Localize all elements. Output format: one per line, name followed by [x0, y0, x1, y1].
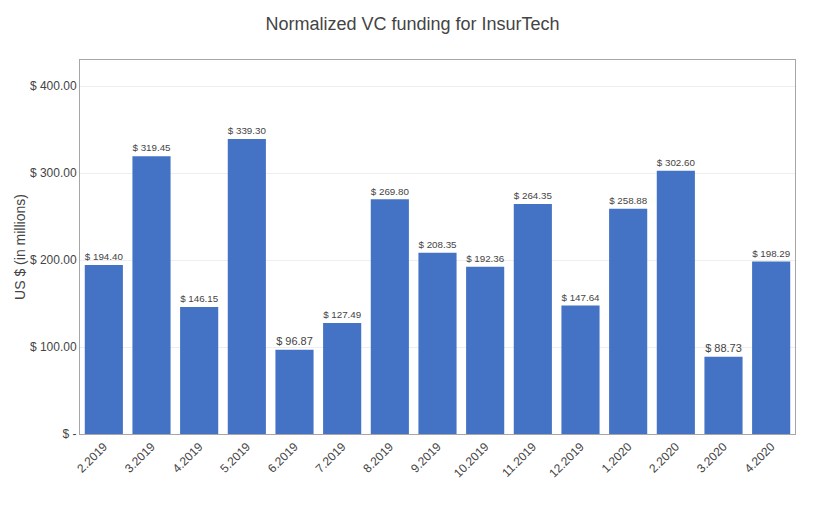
svg-text:5.2019: 5.2019 [217, 440, 253, 476]
svg-text:3.2019: 3.2019 [122, 440, 158, 476]
svg-text:8.2019: 8.2019 [360, 440, 396, 476]
svg-text:$ 269.80: $ 269.80 [371, 186, 410, 197]
svg-text:$ 88.73: $ 88.73 [705, 342, 742, 354]
svg-text:$ 208.35: $ 208.35 [418, 239, 457, 250]
svg-text:$ 100.00: $ 100.00 [30, 340, 77, 354]
svg-text:$ 146.15: $ 146.15 [180, 293, 219, 304]
svg-text:$ 147.64: $ 147.64 [561, 292, 600, 303]
svg-text:$ 400.00: $ 400.00 [30, 79, 77, 93]
svg-text:$ 194.40: $ 194.40 [85, 251, 124, 262]
svg-text:$ -: $ - [63, 427, 77, 441]
svg-text:$ 198.29: $ 198.29 [752, 248, 790, 259]
svg-text:4.2019: 4.2019 [170, 440, 206, 476]
svg-text:$ 300.00: $ 300.00 [30, 166, 77, 180]
svg-text:7.2019: 7.2019 [313, 440, 349, 476]
svg-text:6.2019: 6.2019 [265, 440, 301, 476]
svg-text:US $ (in millions): US $ (in millions) [12, 194, 28, 300]
svg-text:$ 258.88: $ 258.88 [609, 195, 648, 206]
svg-text:$ 319.45: $ 319.45 [132, 142, 171, 153]
svg-text:2.2019: 2.2019 [74, 440, 110, 476]
svg-text:4.2020: 4.2020 [742, 440, 778, 476]
svg-text:11.2019: 11.2019 [499, 440, 539, 480]
svg-text:1.2020: 1.2020 [599, 440, 635, 476]
svg-text:3.2020: 3.2020 [694, 440, 730, 476]
svg-text:$ 339.30: $ 339.30 [228, 125, 267, 136]
svg-text:$ 302.60: $ 302.60 [657, 157, 696, 168]
svg-text:$ 96.87: $ 96.87 [276, 335, 313, 347]
svg-text:2.2020: 2.2020 [646, 440, 682, 476]
svg-text:$ 127.49: $ 127.49 [323, 309, 361, 320]
svg-text:$ 192.36: $ 192.36 [466, 253, 505, 264]
svg-text:9.2019: 9.2019 [408, 440, 444, 476]
svg-text:$ 264.35: $ 264.35 [514, 190, 553, 201]
svg-text:Normalized VC funding for Insu: Normalized VC funding for InsurTech [265, 14, 559, 34]
svg-text:10.2019: 10.2019 [451, 440, 492, 481]
svg-text:12.2019: 12.2019 [546, 440, 587, 481]
svg-text:$ 200.00: $ 200.00 [30, 253, 77, 267]
